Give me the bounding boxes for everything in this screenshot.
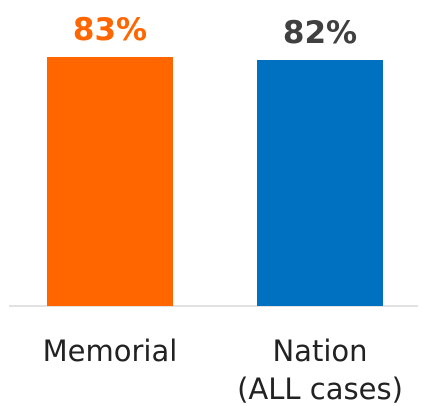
category-labels-group: Memorial Nation (ALL cases)	[43, 334, 403, 406]
data-label-nation: 82%	[283, 15, 357, 51]
category-label-nation-line-2: (ALL cases)	[237, 372, 403, 406]
bar-memorial	[47, 57, 173, 306]
category-label-nation-line-1: Nation	[272, 334, 367, 368]
data-label-memorial: 83%	[73, 12, 147, 48]
category-label-memorial: Memorial	[43, 334, 178, 368]
data-labels-group: 83% 82%	[73, 12, 357, 51]
bar-nation	[257, 60, 383, 306]
bars-group	[47, 57, 383, 306]
